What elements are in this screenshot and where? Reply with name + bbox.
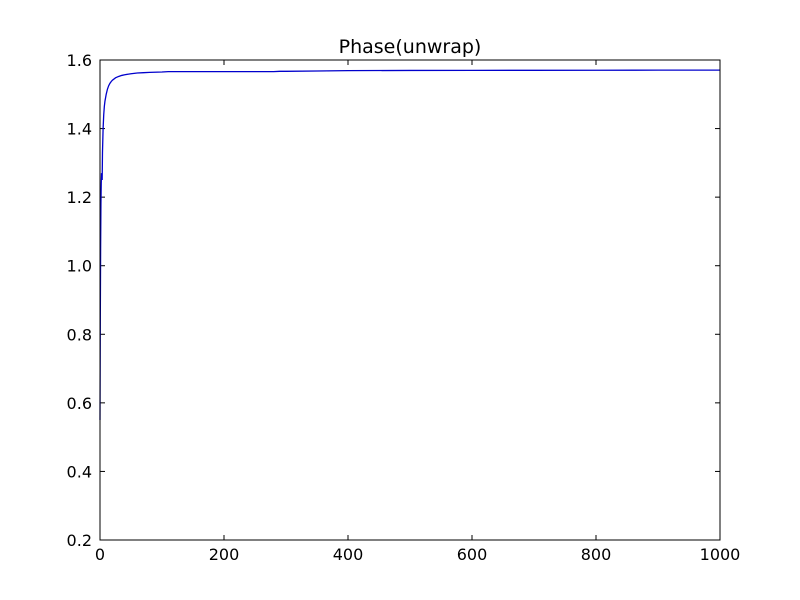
x-tick-label: 800 [581,545,612,564]
x-tick-label: 600 [457,545,488,564]
series-group [99,69,721,421]
x-tick-label: 200 [209,545,240,564]
y-tick-label: 1.6 [67,51,92,70]
x-tick-label: 400 [333,545,364,564]
chart-title: Phase(unwrap) [339,36,482,58]
y-tick-label: 1.4 [67,120,92,139]
tick-group [99,59,721,541]
tick-label-group: 0 200 400 600 800 1000 0.2 0.4 0.6 0.8 1.0 1.2 1.4 1.… [67,51,741,564]
y-tick-label: 1.0 [67,257,92,276]
phase-line [99,69,721,421]
y-tick-label: 0.8 [67,325,92,344]
y-tick-label: 1.2 [67,188,92,207]
y-tick-label: 0.4 [67,462,92,481]
x-tick-label: 1000 [700,545,741,564]
x-tick-label: 0 [95,545,105,564]
y-tick-label: 0.2 [67,531,92,550]
y-tick-label: 0.6 [67,394,92,413]
plot-frame [99,59,721,541]
